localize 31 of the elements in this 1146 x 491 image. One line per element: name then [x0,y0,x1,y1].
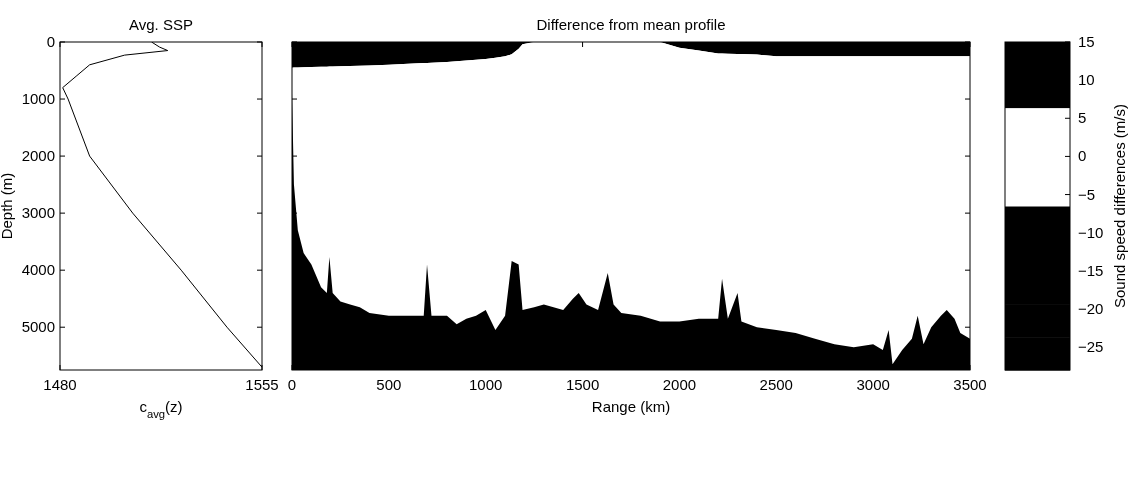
color-bar-label: 10 [1078,71,1095,89]
y-axis-title: Depth (m) [0,172,15,240]
x-axis-title: c$_{avg}$(z) [139,398,183,420]
y-tick-label: 3000 [21,204,55,222]
chart-title: Avg. SSP [129,16,193,33]
x-tick-label: 3000 [856,376,890,393]
x-tick-label: 1555 [245,376,279,393]
color-bar-label: −5 [1078,185,1096,203]
y-tick-label: 5000 [21,318,55,336]
y-tick-label: 0 [46,33,55,50]
x-tick-label: 2500 [759,376,793,393]
x-tick-label: 1500 [565,376,600,393]
x-axis-title: Range (km) [591,398,671,415]
color-bar-label: −25 [1078,338,1104,356]
x-tick-label: 1480 [43,376,77,393]
color-bar-label: 15 [1078,33,1095,50]
x-tick-label: 500 [376,376,402,393]
color-bar-label: −20 [1078,299,1104,317]
y-tick-label: 2000 [21,147,55,165]
color-bar-label: 0 [1078,147,1087,165]
color-bar-label: 5 [1078,109,1087,127]
color-bar-label: −10 [1078,223,1104,241]
color-bar-label: −15 [1078,261,1104,279]
y-tick-label: 1000 [21,90,55,108]
y-tick-label: 4000 [21,261,55,279]
color-bar-title: Sound speed differences (m/s) [1111,103,1128,309]
x-tick-label: 1000 [469,376,503,393]
x-tick-label: 3500 [953,376,987,393]
chart-title: Difference from mean profile [536,16,726,33]
x-tick-label: 0 [287,376,297,393]
x-tick-label: 2000 [662,376,697,393]
